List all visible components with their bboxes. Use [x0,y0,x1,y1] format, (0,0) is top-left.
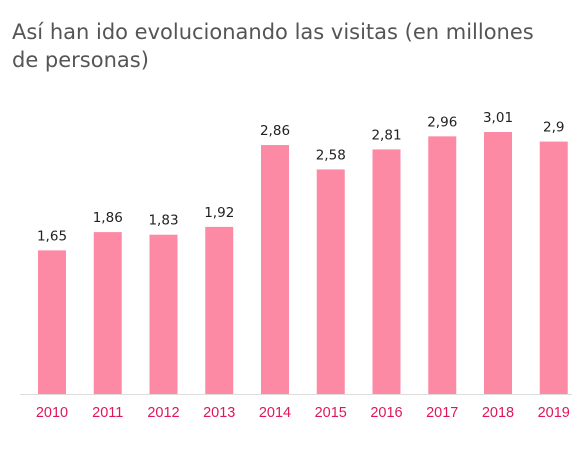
value-label-2012: 1,83 [148,213,178,229]
value-label-2011: 1,86 [93,210,123,226]
value-label-2010: 1,65 [37,228,67,244]
value-label-2015: 2,58 [316,147,346,163]
bar-2015 [316,169,345,394]
value-label-2013: 1,92 [204,205,234,221]
category-label-2014: 2014 [259,405,291,421]
category-label-2013: 2013 [203,405,235,421]
category-label-2010: 2010 [36,405,68,421]
category-label-2012: 2012 [147,405,179,421]
bar-2011 [93,232,122,394]
bar-2012 [149,234,178,394]
value-labels-group: 1,65 1,86 1,83 1,92 2,86 2,58 2,81 2,96 3,01 2,9 [37,110,565,244]
bar-2018 [484,132,512,394]
category-label-2016: 2016 [370,405,402,421]
bar-2019 [539,141,568,394]
value-label-2019: 2,9 [543,120,564,136]
value-label-2014: 2,86 [260,123,290,139]
bar-2010 [38,250,66,394]
bars-group [38,132,568,394]
value-label-2018: 3,01 [483,110,513,126]
bar-2014 [261,145,289,394]
chart-title: Así han ido evolucionando las visitas (e… [12,20,534,72]
bar-2013 [205,226,234,394]
category-label-2019: 2019 [538,405,570,421]
value-label-2016: 2,81 [371,127,401,143]
category-labels-group: 2010 2011 2012 2013 2014 2015 2016 2017 2018 2019 [36,405,570,421]
bar-2017 [428,136,457,394]
category-label-2011: 2011 [92,405,123,421]
category-label-2015: 2015 [315,405,347,421]
category-label-2018: 2018 [482,405,514,421]
bar-2016 [372,149,401,394]
category-label-2017: 2017 [426,405,458,421]
value-label-2017: 2,96 [427,114,457,130]
